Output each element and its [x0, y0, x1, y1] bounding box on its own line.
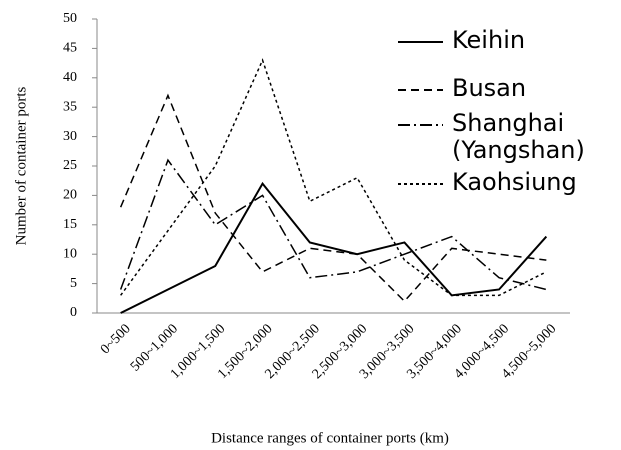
y-tick-label: 35 [63, 99, 77, 114]
y-tick-label: 0 [70, 305, 77, 320]
legend-label: Shanghai (Yangshan) [452, 109, 585, 164]
y-tick-label: 40 [63, 70, 77, 85]
y-tick-label: 20 [63, 188, 77, 203]
y-axis-label: Number of container ports [13, 86, 29, 245]
y-tick-label: 25 [63, 158, 77, 173]
x-tick-label: 0~500 [98, 321, 134, 357]
y-tick-label: 15 [63, 217, 77, 232]
series-line [120, 58, 547, 297]
legend-label: Busan [452, 74, 527, 102]
y-tick-label: 10 [63, 246, 77, 261]
series-line [120, 181, 548, 314]
series-line [119, 93, 547, 303]
y-tick-label: 45 [63, 41, 77, 56]
y-tick-label: 30 [63, 129, 77, 144]
y-tick-label: 5 [70, 276, 77, 291]
x-axis-label: Distance ranges of container ports (km) [211, 430, 449, 446]
legend-label: Keihin [452, 26, 526, 54]
series-line [119, 158, 547, 291]
y-tick-label: 50 [63, 11, 77, 26]
legend-label: Kaohsiung [452, 168, 577, 196]
